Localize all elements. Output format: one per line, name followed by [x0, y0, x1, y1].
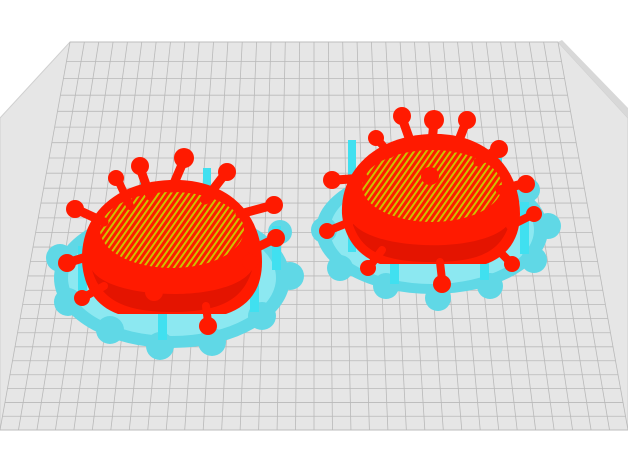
grid-line — [36, 41, 100, 431]
left-spikes — [58, 148, 285, 335]
grid-line — [0, 41, 71, 431]
grid-line — [18, 41, 85, 431]
grid-line — [295, 41, 301, 431]
right-spikes — [319, 107, 542, 293]
grid-line — [557, 41, 628, 431]
bed-right-edge — [558, 40, 628, 118]
right-virus-body — [341, 133, 520, 264]
grid-line — [543, 41, 610, 431]
left-virus-model[interactable] — [46, 148, 304, 360]
grid-line — [528, 41, 592, 431]
left-virus-body — [81, 179, 262, 314]
right-virus-model[interactable] — [311, 107, 561, 311]
